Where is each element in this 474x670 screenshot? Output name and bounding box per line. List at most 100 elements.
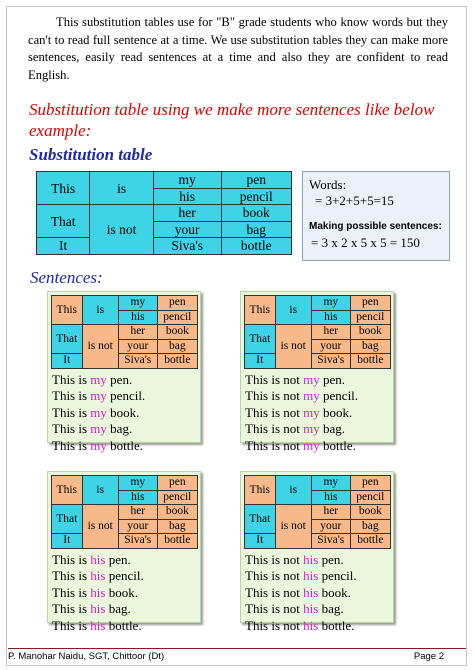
sentence-keyword: my — [303, 372, 320, 387]
sentence-list: This is my pen. This is my pencil. This is… — [52, 372, 145, 454]
sentence-start: This is not — [245, 617, 304, 633]
cell-object: pen — [156, 295, 199, 311]
sentence-end: book. — [318, 584, 351, 600]
sentence-end: book. — [319, 404, 353, 420]
sentence-end: pencil. — [105, 568, 144, 584]
cell-object: bag — [349, 338, 392, 354]
cell-object: pencil — [156, 489, 199, 505]
words-count-box: Words: = 3+2+5+5=15 Making possible sent… — [302, 171, 450, 261]
sentence-card: This is my pen his pencil That is not he… — [47, 291, 201, 453]
sentence-keyword: his — [90, 584, 106, 600]
sentence-start: This is not — [245, 584, 304, 600]
possible-sentences-product: = 3 x 2 x 5 x 5 = 150 — [311, 235, 420, 250]
words-sum: = 3+2+5+5=15 — [315, 193, 394, 208]
sentence-line: This is not my pencil. — [245, 388, 358, 404]
sentence-keyword: my — [303, 388, 320, 404]
sentence-start: This is not — [245, 372, 304, 387]
sentence-keyword: my — [303, 421, 320, 437]
sentence-end: book. — [105, 584, 138, 600]
intro-paragraph: This substitution tables use for "B" gra… — [28, 15, 448, 82]
footer-divider — [8, 648, 466, 649]
cell-subject: That — [51, 324, 83, 354]
cell-subject: This — [51, 295, 83, 325]
sentence-end: pen. — [105, 552, 131, 567]
sentence-end: pen. — [318, 552, 344, 567]
heading-example: Substitution table using we make more se… — [29, 100, 435, 140]
sentence-end: bag. — [105, 601, 131, 617]
sentence-start: This is — [52, 552, 91, 567]
cell-object: book — [156, 504, 199, 520]
cell-possessive: his — [310, 489, 351, 505]
sentence-keyword: his — [303, 552, 319, 567]
sentence-keyword: my — [90, 372, 107, 387]
sentence-start: This is not — [245, 421, 304, 437]
mini-substitution-table: This is my pen his pencil That is not he… — [244, 475, 392, 549]
sentence-keyword: his — [90, 617, 106, 633]
cell-possessive: her — [310, 504, 351, 520]
cell-possessive: his — [117, 309, 158, 325]
cell-subject: That — [35, 204, 91, 238]
sentence-card: This is my pen his pencil That is not he… — [240, 291, 394, 453]
sentence-keyword: his — [303, 568, 319, 584]
cell-possessive: my — [310, 475, 351, 491]
sentence-line: This is not my bag. — [245, 421, 358, 437]
sentence-keyword: my — [90, 437, 107, 453]
sentence-end: bottle. — [106, 437, 144, 453]
sentence-line: This is not his book. — [245, 585, 357, 601]
sentence-keyword: my — [90, 404, 107, 420]
sentence-start: This is — [52, 568, 91, 584]
sentence-start: This is — [52, 388, 91, 404]
cell-verb: is not — [89, 204, 154, 255]
cell-object: bag — [349, 518, 392, 534]
sentence-line: This is his pen. — [52, 552, 144, 568]
cell-possessive: your — [310, 338, 351, 354]
sentence-end: bag. — [318, 601, 344, 617]
sentence-line: This is not his bottle. — [245, 618, 357, 634]
cell-possessive: your — [117, 338, 158, 354]
sentence-keyword: my — [90, 421, 107, 437]
sentence-start: This is not — [245, 552, 304, 567]
cell-object: bottle — [156, 353, 199, 369]
sentence-list: This is not his pen. This is not his penc… — [245, 552, 357, 634]
cell-possessive: Siva's — [117, 533, 158, 549]
sentence-line: This is his bottle. — [52, 618, 144, 634]
heading-substitution-table: Substitution table — [29, 145, 153, 164]
sentence-keyword: his — [303, 584, 319, 600]
cell-subject: This — [244, 295, 276, 325]
cell-verb: is — [81, 295, 119, 325]
sentence-line: This is not his pencil. — [245, 568, 357, 584]
sentence-end: pen. — [319, 372, 346, 387]
sentence-line: This is my pencil. — [52, 388, 145, 404]
sentence-line: This is his bag. — [52, 601, 144, 617]
sentence-end: bottle. — [319, 437, 356, 453]
cell-possessive: your — [152, 220, 222, 238]
sentence-end: pen. — [106, 372, 133, 387]
cell-subject: That — [244, 504, 276, 534]
sentence-end: pencil. — [318, 568, 357, 584]
sentence-end: bottle. — [105, 617, 142, 633]
cell-possessive: your — [310, 518, 351, 534]
cell-object: book — [220, 204, 293, 222]
sentence-start: This is — [52, 601, 91, 617]
cell-subject: This — [35, 171, 91, 205]
sentence-line: This is my pen. — [52, 372, 145, 388]
sentence-keyword: my — [90, 388, 107, 404]
sentence-end: pencil. — [106, 388, 146, 404]
cell-verb: is — [81, 475, 119, 505]
sentence-card: This is my pen his pencil That is not he… — [47, 471, 201, 633]
sentence-line: This is not my book. — [245, 405, 358, 421]
sentence-start: This is — [52, 372, 91, 387]
cell-object: pencil — [349, 489, 392, 505]
sentence-start: This is — [52, 584, 91, 600]
cell-object: bottle — [349, 533, 392, 549]
cell-subject: It — [51, 533, 83, 549]
cell-possessive: my — [117, 475, 158, 491]
cell-object: book — [349, 324, 392, 340]
sentence-card: This is my pen his pencil That is not he… — [240, 471, 394, 633]
cell-possessive: my — [117, 295, 158, 311]
cell-object: pen — [156, 475, 199, 491]
cell-verb: is not — [274, 324, 312, 369]
cell-object: pen — [220, 171, 293, 189]
sentence-line: This is my bag. — [52, 421, 145, 437]
cell-subject: That — [51, 504, 83, 534]
